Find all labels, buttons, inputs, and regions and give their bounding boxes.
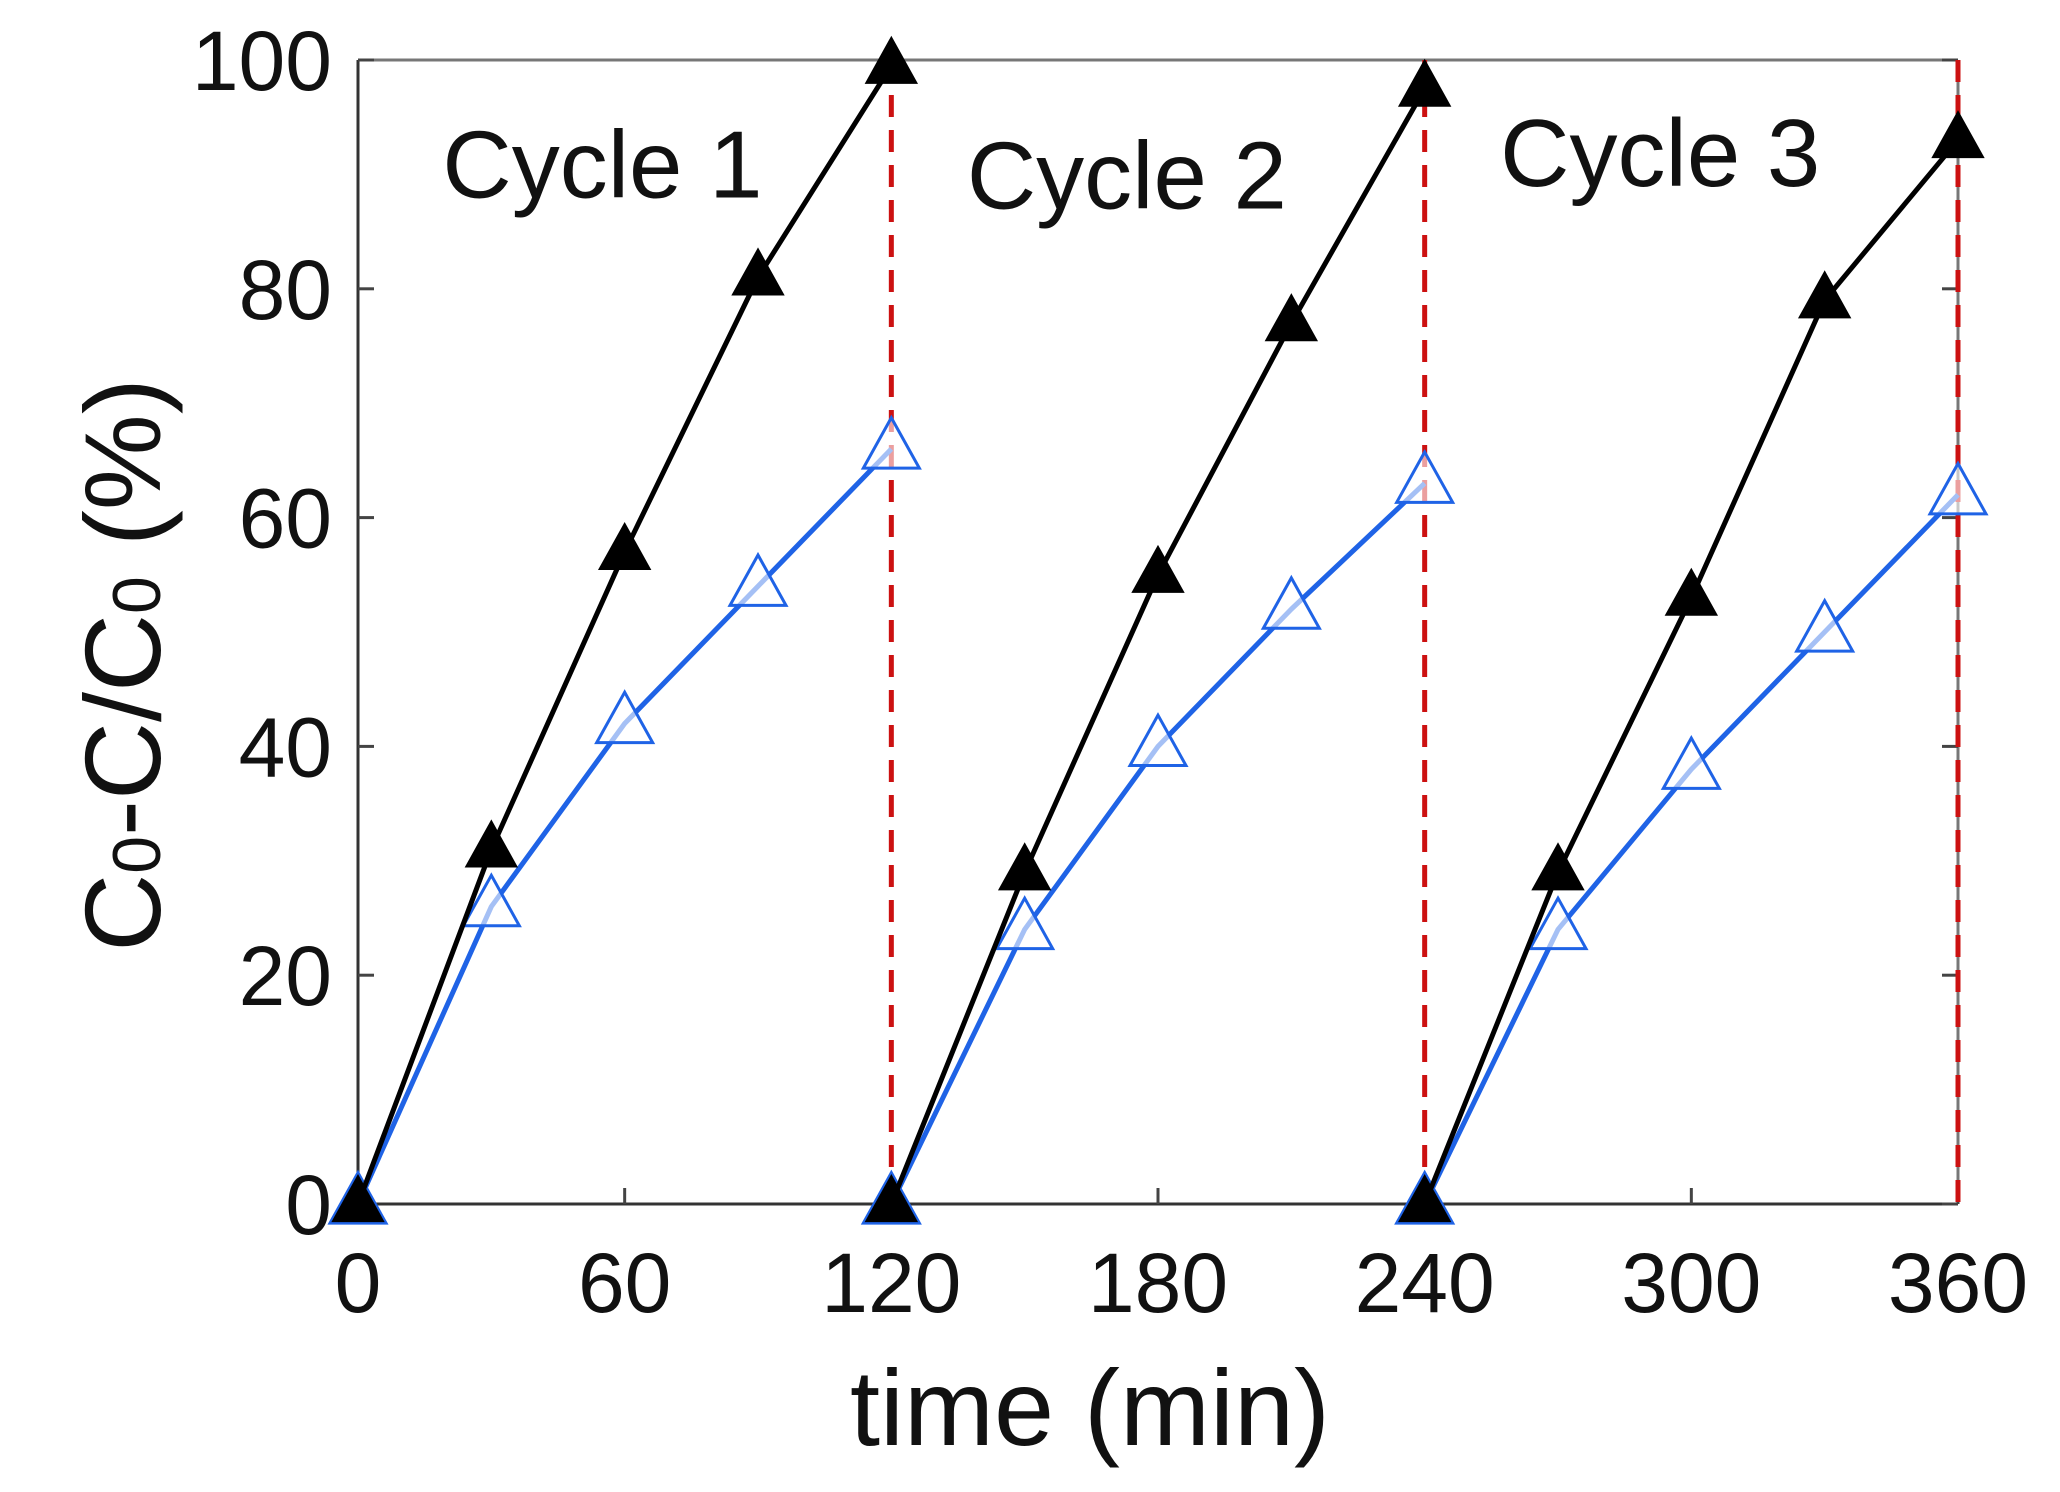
x-tick-label: 240 <box>1355 1236 1495 1330</box>
data-point-black <box>864 35 919 84</box>
data-point-black <box>464 819 519 868</box>
data-point-black <box>864 1174 919 1223</box>
plot-frame <box>356 58 1960 1206</box>
cycle-label: Cycle 3 <box>1500 100 1820 207</box>
data-point-blue <box>1927 460 1989 516</box>
data-point-blue <box>460 872 522 928</box>
y-tick-label: 60 <box>239 472 332 566</box>
labels: 0 20 40 60 80 100 0 60 120 180 240 300 360 Cycle 1 Cyc… <box>192 14 2028 1330</box>
y-tick-label: 80 <box>239 243 332 337</box>
data-point-black <box>1531 842 1585 891</box>
series-line <box>355 64 894 1205</box>
cycle-label: Cycle 2 <box>967 123 1287 230</box>
y-axis-title: C0-C/C0 (%) <box>62 378 183 952</box>
data-point-black <box>1931 110 1985 159</box>
data-point-black <box>1797 270 1852 319</box>
data-point-blue <box>1394 448 1456 504</box>
y-tick-label: 0 <box>285 1158 332 1252</box>
data-point-blue <box>1660 734 1722 790</box>
y-tick-label: 40 <box>239 700 332 794</box>
data-point-black <box>597 521 652 571</box>
y-tick-label: 20 <box>239 929 332 1023</box>
y-axis-title-subscript: 0 <box>99 576 175 614</box>
data-point-blue <box>727 551 789 607</box>
data-point-black <box>1397 58 1452 107</box>
x-tick-label: 60 <box>578 1236 671 1330</box>
data-point-black <box>331 1174 385 1223</box>
y-axis-title-part: C <box>62 874 183 952</box>
cycle-label: Cycle 1 <box>442 111 762 218</box>
data-point-blue <box>1794 597 1856 653</box>
data-point-black <box>1397 1174 1452 1223</box>
series-blue-open-triangle <box>327 414 1989 1225</box>
data-point-blue <box>1127 712 1189 768</box>
data-point-black <box>1131 544 1185 593</box>
series-group <box>327 35 1989 1225</box>
x-tick-label: 300 <box>1621 1236 1761 1330</box>
data-point-blue <box>1260 574 1322 630</box>
series-black-filled-triangle <box>331 35 1985 1223</box>
x-axis-title: time (min) <box>850 1347 1330 1468</box>
data-point-black <box>1264 293 1319 342</box>
data-point-black <box>997 842 1052 891</box>
data-point-black <box>731 247 785 296</box>
y-axis-title-part: -C/C <box>62 614 183 836</box>
y-axis-title-part: (%) <box>62 378 183 576</box>
y-axis-title-subscript: 0 <box>99 836 175 874</box>
cycle-boundaries <box>888 60 1961 1204</box>
x-tick-label: 360 <box>1888 1236 2028 1330</box>
x-tick-label: 180 <box>1088 1236 1228 1330</box>
y-tick-label: 100 <box>192 14 332 108</box>
data-point-blue <box>994 895 1056 951</box>
data-point-blue <box>594 689 656 745</box>
x-tick-label: 120 <box>821 1236 961 1330</box>
data-point-black <box>1664 567 1719 616</box>
data-point-blue <box>1527 895 1589 951</box>
x-tick-label: 0 <box>335 1236 382 1330</box>
data-point-blue <box>860 414 922 470</box>
